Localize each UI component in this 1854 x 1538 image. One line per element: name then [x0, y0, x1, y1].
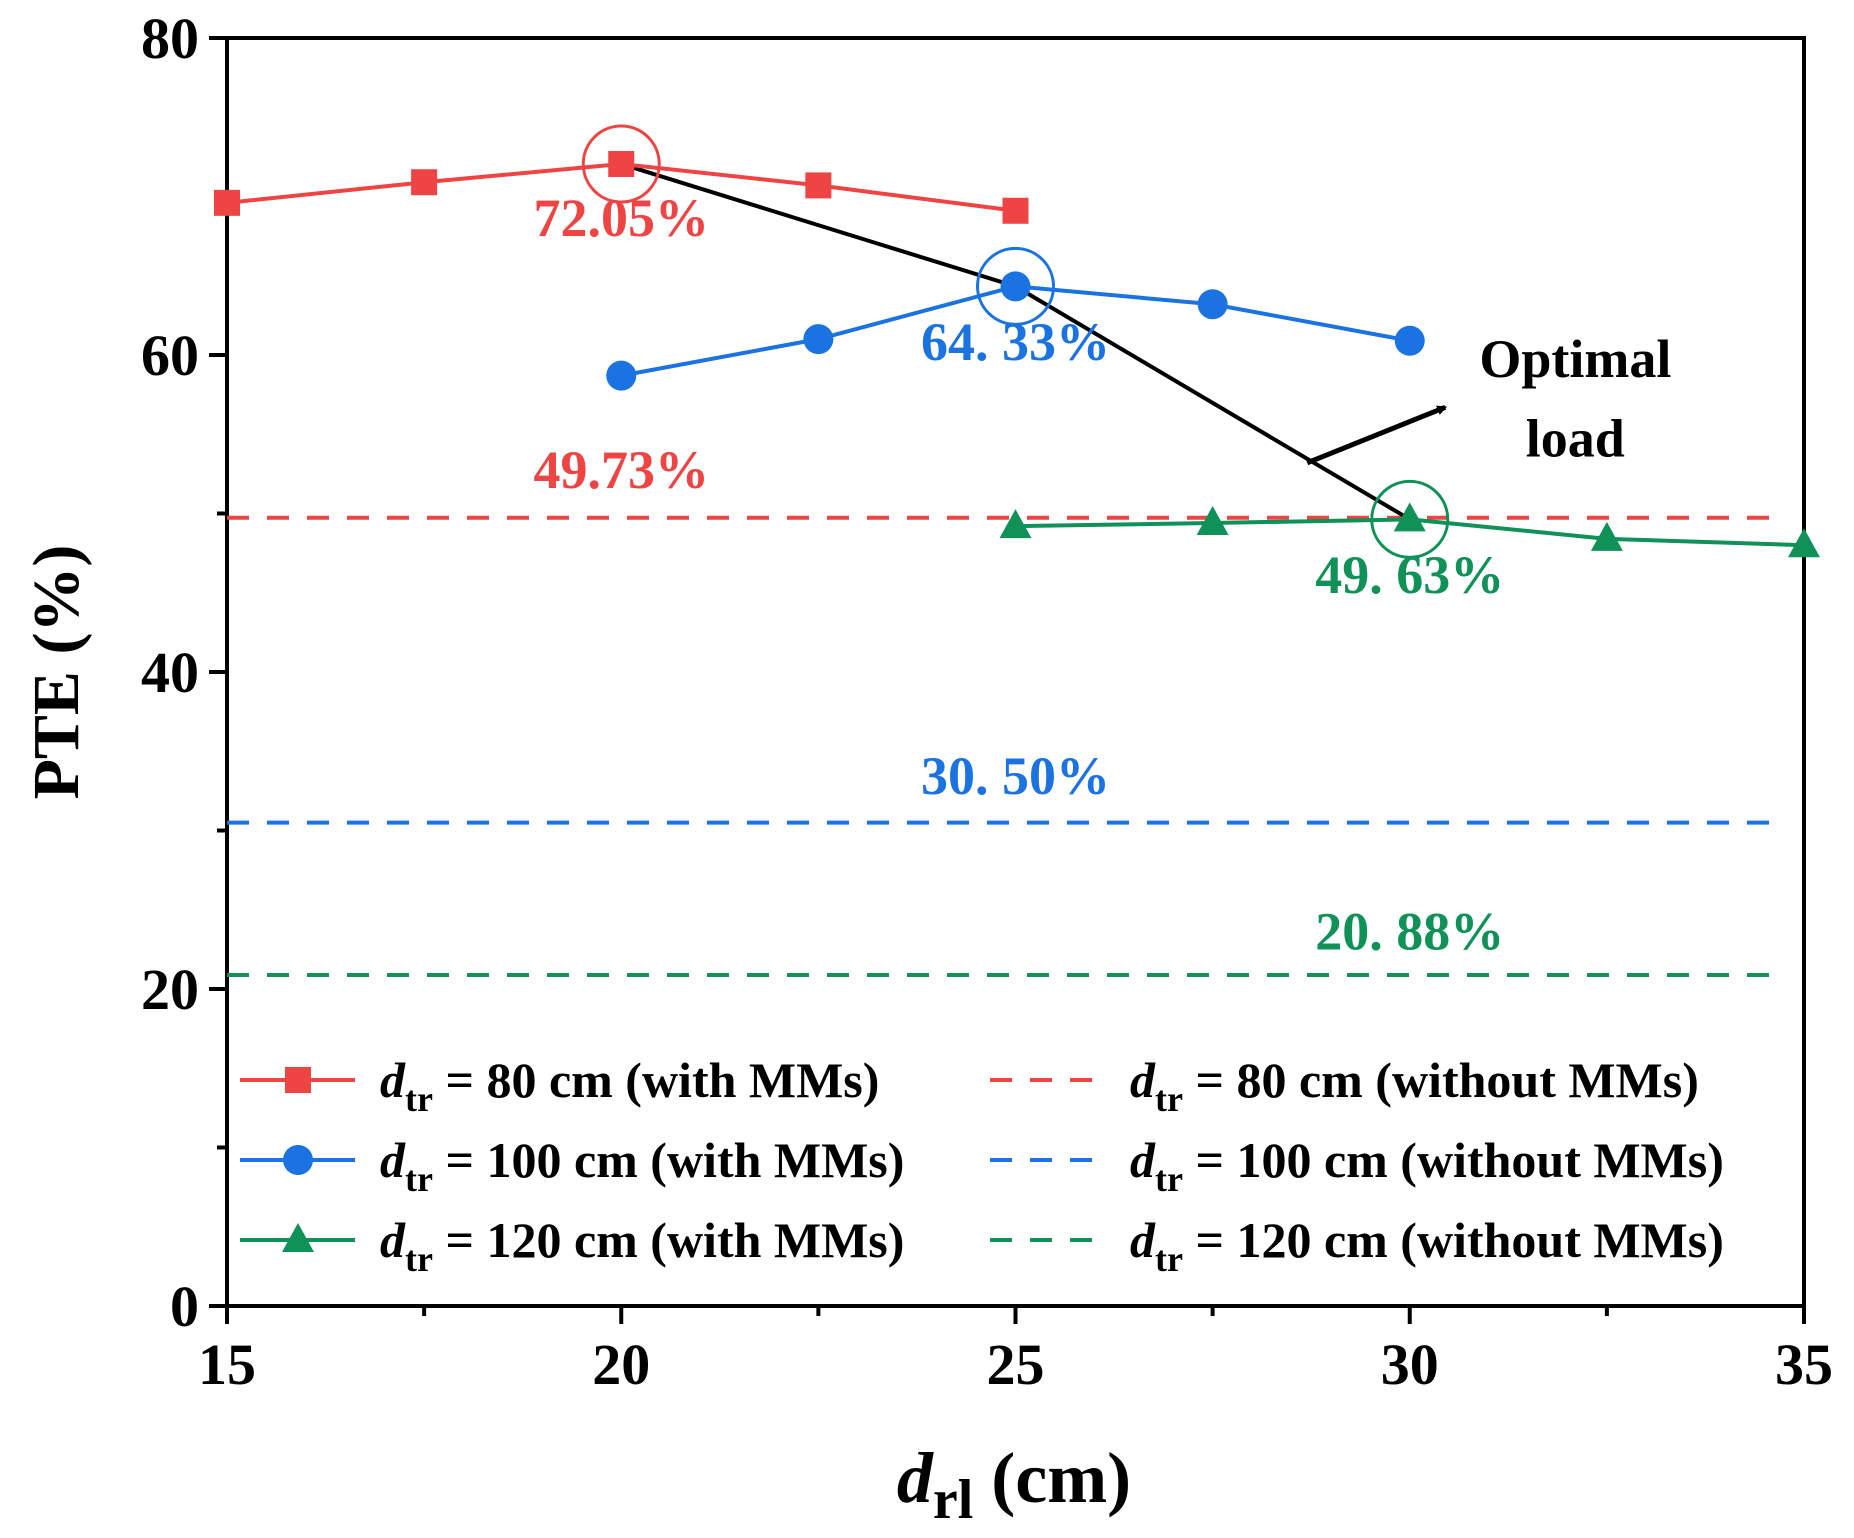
optimal-load-callout: Optimal load — [1306, 329, 1671, 468]
value-annotation: 49. 63% — [1315, 545, 1504, 605]
circle-marker — [1197, 289, 1228, 320]
optimal-load-arrow — [1306, 404, 1448, 466]
value-annotations: 72.05% 64. 33% 49. 63% 49.73% 30. 50% 20. 88% — [534, 188, 1505, 961]
x-axis-ticks: 15 20 25 30 35 — [198, 1306, 1833, 1397]
circle-marker — [1394, 325, 1425, 356]
y-axis-ticks: 0 20 40 60 80 — [141, 6, 227, 1339]
legend-entry: dtr = 80 cm (with MMs) — [240, 1052, 879, 1119]
circle-marker — [803, 324, 834, 355]
circle-marker — [283, 1145, 313, 1175]
square-marker — [805, 172, 832, 199]
legend: dtr = 80 cm (with MMs)dtr = 100 cm (with… — [240, 1052, 1724, 1279]
triangle-marker — [1393, 502, 1426, 532]
y-tick-label: 80 — [141, 6, 199, 71]
y-axis-title: PTE (%) — [20, 545, 93, 800]
legend-label: dtr = 100 cm (with MMs) — [380, 1132, 904, 1199]
legend-label-var: d — [1130, 1132, 1156, 1188]
y-tick-label: 40 — [141, 640, 199, 705]
triangle-marker — [1196, 506, 1229, 536]
legend-label: dtr = 80 cm (with MMs) — [380, 1052, 879, 1119]
circle-marker — [1000, 271, 1031, 302]
optimal-point-markers — [581, 124, 1450, 559]
plot-frame — [225, 36, 1806, 1308]
value-annotation: 72.05% — [534, 188, 710, 248]
legend-label-var: d — [1130, 1052, 1156, 1108]
legend-label: dtr = 80 cm (without MMs) — [1130, 1052, 1699, 1119]
optimal-highlight-circle — [581, 124, 661, 204]
series — [606, 271, 1425, 391]
legend-entry: dtr = 120 cm (with MMs) — [240, 1212, 904, 1279]
legend-entry: dtr = 100 cm (without MMs) — [990, 1132, 1724, 1199]
legend-entry: dtr = 100 cm (with MMs) — [240, 1132, 904, 1199]
legend-label-var: d — [1130, 1212, 1156, 1268]
legend-label-rest: = 80 cm (with MMs) — [433, 1052, 879, 1108]
legend-label-var: d — [380, 1052, 406, 1108]
legend-label-rest: = 100 cm (with MMs) — [433, 1132, 904, 1188]
legend-label-rest: = 100 cm (without MMs) — [1183, 1132, 1724, 1188]
optimal-load-label-line1: Optimal — [1479, 329, 1671, 389]
triangle-marker — [1590, 521, 1623, 551]
legend-label-rest: = 120 cm (without MMs) — [1183, 1212, 1724, 1268]
triangle-marker — [999, 509, 1032, 539]
x-tick-label: 15 — [198, 1332, 256, 1397]
x-tick-label: 25 — [987, 1332, 1045, 1397]
square-marker — [608, 151, 635, 178]
x-axis-title-unit: (cm) — [991, 1438, 1131, 1518]
value-annotation: 20. 88% — [1315, 901, 1504, 961]
square-marker — [1002, 197, 1029, 224]
legend-label-rest: = 80 cm (without MMs) — [1183, 1052, 1699, 1108]
value-annotation: 64. 33% — [921, 312, 1110, 372]
legend-label-sub: tr — [405, 1239, 433, 1279]
value-annotation: 30. 50% — [921, 746, 1110, 806]
triangle-marker — [1788, 528, 1820, 558]
x-axis-title: drl (cm) — [897, 1438, 1131, 1531]
legend-label-sub: tr — [1155, 1239, 1183, 1279]
legend-label-rest: = 120 cm (with MMs) — [433, 1212, 904, 1268]
square-marker — [285, 1067, 311, 1093]
legend-label-sub: tr — [405, 1159, 433, 1199]
legend-label-var: d — [380, 1212, 406, 1268]
value-annotation: 49.73% — [534, 440, 710, 500]
legend-label: dtr = 120 cm (with MMs) — [380, 1212, 904, 1279]
legend-label: dtr = 100 cm (without MMs) — [1130, 1132, 1724, 1199]
x-tick-label: 35 — [1775, 1332, 1833, 1397]
x-axis-title-sub: rl — [933, 1469, 973, 1531]
reference-lines — [227, 515, 1784, 978]
data-series — [214, 151, 1820, 558]
y-tick-label: 20 — [141, 957, 199, 1022]
optimal-highlight-circle — [1370, 479, 1450, 559]
circle-marker — [606, 360, 637, 391]
legend-entry: dtr = 80 cm (without MMs) — [990, 1052, 1699, 1119]
legend-label-sub: tr — [1155, 1159, 1183, 1199]
square-marker — [214, 189, 240, 216]
triangle-marker — [282, 1223, 314, 1252]
x-tick-label: 30 — [1381, 1332, 1439, 1397]
y-tick-label: 0 — [170, 1274, 199, 1339]
x-axis-title-var: d — [897, 1438, 934, 1518]
legend-entry: dtr = 120 cm (without MMs) — [990, 1212, 1724, 1279]
series — [999, 502, 1820, 558]
legend-label-var: d — [380, 1132, 406, 1188]
series — [214, 151, 1029, 224]
y-tick-label: 60 — [141, 323, 199, 388]
x-tick-label: 20 — [592, 1332, 650, 1397]
legend-label-sub: tr — [1155, 1079, 1183, 1119]
legend-label: dtr = 120 cm (without MMs) — [1130, 1212, 1724, 1279]
square-marker — [411, 169, 438, 196]
legend-label-sub: tr — [405, 1079, 433, 1119]
optimal-load-label-line2: load — [1526, 408, 1625, 468]
optimal-highlight-circle — [976, 246, 1055, 326]
